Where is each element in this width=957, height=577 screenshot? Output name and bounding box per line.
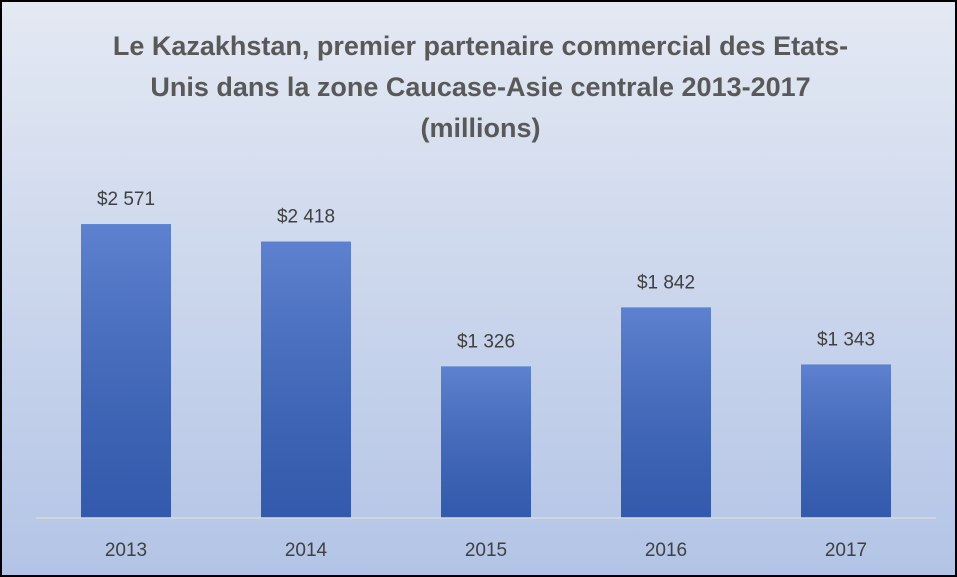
data-label: $2 571 (97, 189, 155, 210)
bar-shade (261, 241, 351, 519)
x-tick-label: 2017 (825, 540, 867, 561)
data-label: $1 343 (817, 329, 875, 350)
bar-shade (621, 307, 711, 518)
chart-title: Le Kazakhstan, premier partenaire commer… (112, 31, 849, 143)
data-label: $1 842 (637, 272, 695, 293)
bar-shade (441, 366, 531, 518)
bar-shade (801, 364, 891, 518)
data-label: $2 418 (277, 207, 335, 228)
x-tick-label: 2015 (465, 540, 507, 561)
x-tick-label: 2016 (645, 540, 687, 561)
x-tick-label: 2013 (105, 540, 147, 561)
bar-shade (81, 224, 171, 518)
x-tick-label: 2014 (285, 540, 328, 561)
data-label: $1 326 (457, 331, 515, 352)
